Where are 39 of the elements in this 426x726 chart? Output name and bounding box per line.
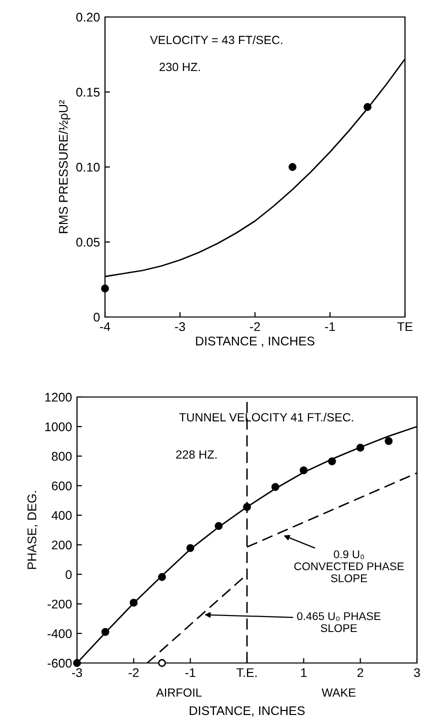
y-tick-label: 800 [52, 452, 72, 461]
y-tick-label: 0.15 [76, 88, 100, 97]
x-tick-label: 3 [414, 668, 420, 678]
y-tick-label: 1200 [45, 392, 72, 402]
x-tick-label: TE [397, 322, 412, 331]
annotation: VELOCITY = 43 FT/SEC. [150, 36, 282, 44]
x-tick-label: -3 [175, 322, 186, 332]
x-tick-label: T.E. [236, 668, 257, 677]
x-tick-label: -1 [185, 668, 196, 677]
y-tick-label: 0 [66, 570, 72, 579]
y-tick-label: 0 [94, 312, 100, 322]
y-tick-label: -400 [48, 629, 72, 638]
annotation: TUNNEL VELOCITY 41 FT./SEC. [179, 412, 354, 422]
x-tick-label: -2 [250, 322, 260, 331]
x-axis-title: DISTANCE, INCHES [190, 706, 305, 717]
y-axis-title: RMS PRESSURE/½ρU² [58, 100, 70, 234]
text: WAKE [322, 688, 356, 697]
x-axis-title: DISTANCE , INCHES [196, 336, 314, 347]
annotation: 0.9 U₀ CONVECTED PHASE SLOPE [294, 550, 404, 582]
y-tick-label: 400 [52, 511, 72, 520]
x-tick-label: -3 [72, 668, 82, 678]
y-tick-label: 0.10 [76, 162, 100, 172]
y-tick-label: 1000 [45, 422, 72, 432]
annotation: 228 HZ. [176, 450, 217, 459]
text: AIRFOIL [156, 688, 202, 697]
x-tick-label: -1 [325, 322, 335, 331]
y-tick-label: 0.20 [76, 12, 100, 22]
annotation: 0.465 U₀ PHASE SLOPE [297, 612, 380, 632]
y-tick-label: 600 [52, 481, 72, 490]
x-tick-label: -4 [100, 322, 110, 331]
y-tick-label: 0.05 [76, 238, 100, 247]
x-tick-label: 2 [357, 668, 364, 677]
y-axis-title: PHASE, DEG. [27, 491, 38, 569]
y-tick-label: -600 [48, 658, 72, 668]
y-tick-label: 200 [52, 540, 72, 550]
x-tick-label: 1 [301, 668, 307, 677]
annotation: 230 HZ. [160, 62, 200, 72]
x-tick-label: -2 [128, 668, 139, 677]
y-tick-label: -200 [48, 600, 72, 609]
